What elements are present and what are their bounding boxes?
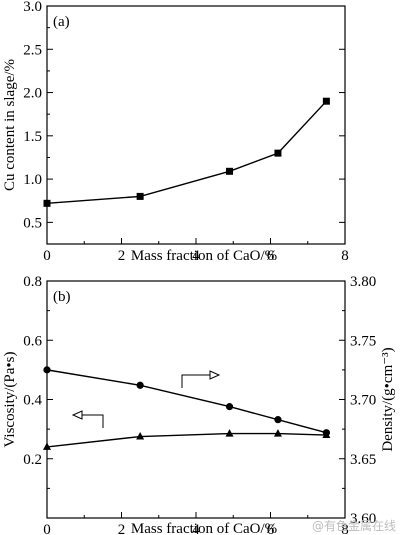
panel-a-x-tick-label: 6 — [267, 248, 275, 264]
panel-b-series-triangle-line — [46, 432, 327, 448]
panel-a-y-tick-label: 0.5 — [23, 215, 42, 231]
panel-b-series-circle-line — [46, 369, 327, 434]
panel-a-data-point-square — [43, 199, 51, 207]
panel-b-x-axis-label: Mass fraction of CaO/% — [131, 521, 277, 535]
panel-a-x-tick-label: 0 — [43, 248, 51, 264]
panel-b-x-tick-label: 4 — [192, 522, 200, 535]
panel-a-x-axis-label: Mass fraction of CaO/% — [131, 248, 277, 264]
panel-b-y-tick-label: 0.8 — [23, 274, 42, 290]
panel-b-y2-tick-label: 3.65 — [350, 452, 376, 468]
panel-b-data-point-circle — [136, 381, 144, 389]
panel-b-x-tick-label: 8 — [341, 522, 349, 535]
panel-a-y-tick-label: 1.5 — [23, 129, 42, 145]
panel-b-y2-tick-label: 3.80 — [350, 274, 376, 290]
panel-b-data-point-triangle — [136, 432, 145, 440]
panel-b-right-axis-arrow-shaft — [181, 374, 210, 388]
panel-b-left-axis-arrow-shaft — [82, 414, 104, 428]
panel-a-data-point-square — [226, 167, 234, 175]
panel-a-y-tick-label: 3.0 — [23, 0, 42, 15]
panel-a-x-tick-label: 2 — [118, 248, 126, 264]
panel-a-plot-frame — [46, 5, 346, 245]
panel-a-label: (a) — [53, 14, 70, 30]
panel-b-data-point-circle — [43, 366, 51, 374]
panel-b-left-axis-arrow-head — [71, 410, 83, 420]
panel-a-x-tick-label: 8 — [341, 248, 349, 264]
panel-a-y-tick-label: 1.0 — [23, 172, 42, 188]
panel-b-data-point-circle — [225, 403, 234, 411]
panel-b-y2-tick-label: 3.70 — [350, 393, 376, 409]
panel-b-x-tick-label: 0 — [43, 522, 51, 535]
panel-b-x-tick-label: 6 — [267, 522, 275, 535]
panel-b-y-tick-label: 0.2 — [23, 452, 42, 468]
panel-b-data-point-circle — [322, 429, 330, 437]
panel-b-y2-tick-label: 3.60 — [350, 511, 376, 527]
panel-a-y-tick-label: 2.0 — [23, 86, 42, 102]
panel-a-data-point-square — [136, 192, 144, 200]
panel-b-data-point-circle — [274, 416, 282, 424]
panel-b-right-axis-arrow-head — [209, 370, 221, 380]
panel-b-y2-tick-label: 3.75 — [350, 333, 376, 349]
panel-b-plot-frame — [46, 280, 346, 519]
panel-b-data-point-triangle — [43, 442, 51, 450]
panel-a-data-point-square — [322, 97, 330, 105]
panel-b-y-tick-label: 0.4 — [23, 393, 42, 409]
panel-b-y-axis-label: Viscosity/(Pa•s) — [2, 351, 18, 447]
panel-b-x-tick-label: 2 — [118, 522, 126, 535]
panel-a-y-tick-label: 2.5 — [23, 42, 42, 58]
panel-a-x-tick-label: 4 — [192, 248, 200, 264]
panel-a-data-point-square — [274, 149, 282, 157]
panel-a-series-square-line — [46, 100, 327, 205]
watermark-text: @有色金属在线 — [312, 518, 396, 533]
panel-b-data-point-triangle — [225, 429, 234, 437]
panel-b-y2-axis-label: Density/(g•cm⁻³) — [380, 347, 396, 451]
panel-b-data-point-triangle — [273, 429, 282, 437]
panel-b-y-tick-label: 0.6 — [23, 333, 42, 349]
panel-b-label: (b) — [53, 289, 71, 305]
panel-a-y-axis-label: Cu content in slage/% — [2, 59, 18, 191]
